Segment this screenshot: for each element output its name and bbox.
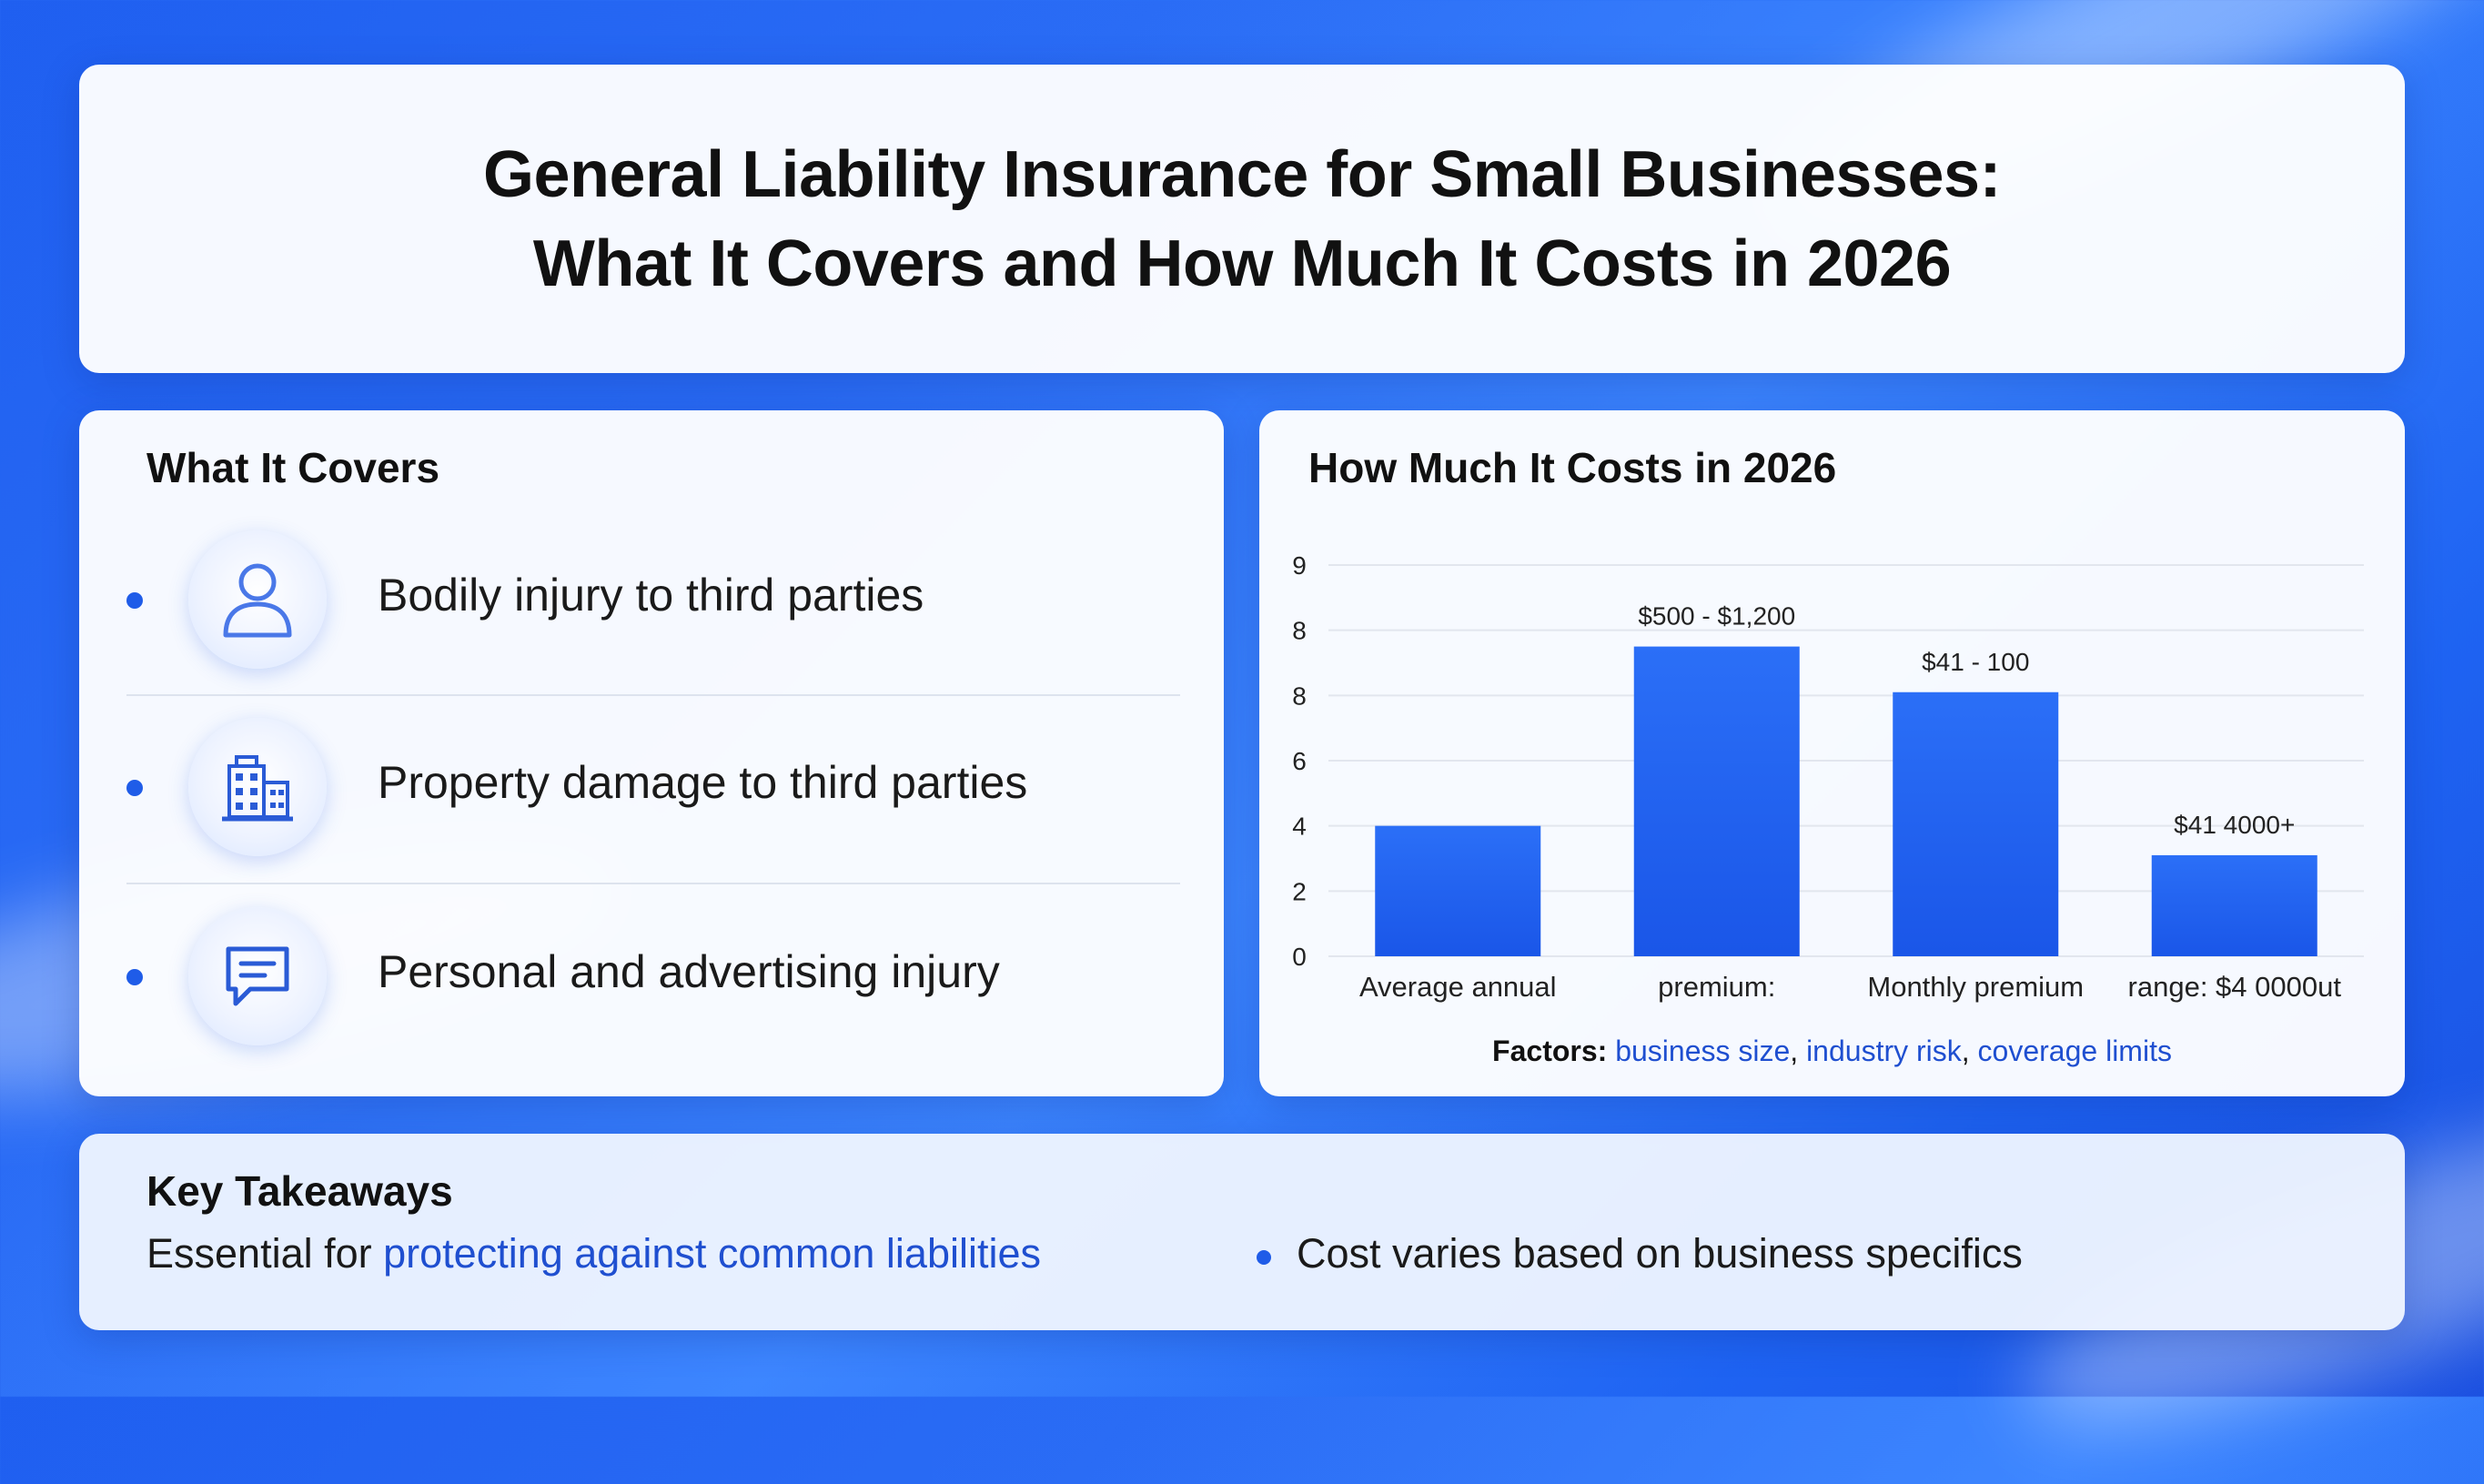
cover-item: Bodily injury to third parties bbox=[126, 510, 1177, 692]
bar bbox=[1633, 646, 1800, 956]
covers-panel: What It Covers Bodily injury to third pa… bbox=[79, 410, 1224, 1096]
page-title-line-2: What It Covers and How Much It Costs in … bbox=[532, 227, 1952, 300]
takeaways-panel: Key Takeaways Essential for protecting a… bbox=[79, 1134, 2405, 1330]
cost-chart: 0 2 4 6 8 8 9 Average annual $500 - $1,200 premiu… bbox=[1292, 551, 2364, 1003]
building-icon bbox=[188, 718, 327, 856]
y-tick-label: 6 bbox=[1292, 747, 1307, 775]
category-label: Average annual bbox=[1359, 971, 1557, 1003]
cover-item-label: Property damage to third parties bbox=[378, 757, 1028, 808]
costs-heading: How Much It Costs in 2026 bbox=[1308, 444, 1837, 491]
takeaway-essential: Essential for protecting against common … bbox=[146, 1230, 1041, 1277]
category-label: Monthly premium bbox=[1867, 971, 2084, 1003]
divider bbox=[126, 883, 1180, 884]
bar-data-label: $500 - $1,200 bbox=[1638, 602, 1795, 631]
bar-data-label: $41 - 100 bbox=[1922, 648, 2029, 676]
title-card: General Liability Insurance for Small Bu… bbox=[79, 65, 2405, 373]
bar bbox=[1893, 692, 2059, 956]
takeaways-heading: Key Takeaways bbox=[146, 1167, 453, 1215]
bullet-dot bbox=[1257, 1250, 1271, 1265]
y-tick-label: 9 bbox=[1292, 551, 1307, 580]
y-tick-label: 8 bbox=[1292, 681, 1307, 710]
bar bbox=[2151, 854, 2317, 956]
bullet-dot bbox=[126, 780, 143, 796]
cover-item: Personal and advertising injury bbox=[126, 887, 1177, 1069]
person-icon bbox=[188, 530, 327, 669]
bullet-dot bbox=[126, 592, 143, 609]
factor-coverage-limits: coverage limits bbox=[1977, 1035, 2172, 1067]
category-label: range: $4 0000ut bbox=[2128, 971, 2342, 1003]
bar-data-label: $41 4000+ bbox=[2174, 811, 2295, 839]
costs-panel: How Much It Costs in 2026 0 2 4 6 8 8 9 Average… bbox=[1259, 410, 2405, 1096]
factor-business-size: business size bbox=[1615, 1035, 1791, 1067]
chat-bubble-icon bbox=[188, 907, 327, 1045]
factors-prefix: Factors: bbox=[1492, 1035, 1608, 1067]
y-tick-label: 8 bbox=[1292, 617, 1307, 645]
covers-heading: What It Covers bbox=[146, 444, 440, 491]
cover-item: Property damage to third parties bbox=[126, 698, 1177, 880]
cover-item-label: Bodily injury to third parties bbox=[378, 570, 924, 621]
y-tick-label: 4 bbox=[1292, 813, 1307, 841]
page-title-line-1: General Liability Insurance for Small Bu… bbox=[482, 137, 2002, 211]
bar bbox=[1375, 825, 1541, 956]
takeaway-cost-varies: Cost varies based on business specifics bbox=[1297, 1230, 2023, 1277]
cover-item-label: Personal and advertising injury bbox=[378, 946, 1000, 997]
cost-factors: Factors: business size, industry risk, c… bbox=[1492, 1035, 2172, 1067]
y-tick-label: 2 bbox=[1292, 877, 1307, 905]
bullet-dot bbox=[126, 969, 143, 985]
factor-industry-risk: industry risk bbox=[1806, 1035, 1962, 1067]
divider bbox=[126, 694, 1180, 696]
y-tick-label: 0 bbox=[1292, 943, 1307, 971]
category-label: premium: bbox=[1658, 971, 1775, 1003]
